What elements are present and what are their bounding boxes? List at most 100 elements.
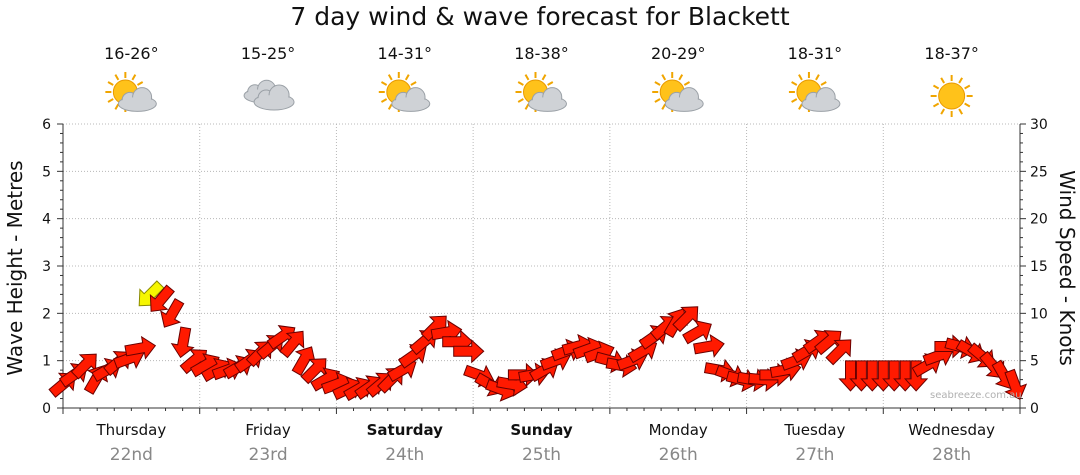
day-date: 26th [659, 445, 698, 465]
sun-ray [654, 98, 661, 103]
day-headers: 16-26° Thursday 22nd 15-25° Friday 23rd 14-31°… [95, 44, 995, 465]
right-tick-label: 30 [1030, 117, 1048, 133]
day-header: 18-37° Wednesday 28th [908, 44, 995, 465]
sun-ray [932, 84, 940, 90]
day-name: Saturday [367, 421, 444, 439]
sun-ray [114, 74, 120, 81]
sun-ray [798, 103, 803, 110]
sun-ray [654, 81, 661, 86]
sun-ray [517, 81, 524, 86]
day-name: Monday [649, 421, 708, 439]
sun-ray [791, 98, 798, 103]
day-header: 20-29° Monday 26th [649, 44, 708, 465]
partly-cloudy-icon [652, 72, 704, 112]
day-temperature: 18-31° [788, 44, 843, 63]
sun-ray [964, 102, 971, 108]
left-tick-label: 2 [42, 306, 51, 322]
wind-arrow [170, 326, 195, 359]
day-name: Friday [245, 421, 291, 439]
left-axis-ticks: 0 1 2 3 4 5 6 [42, 117, 63, 417]
wind-arrow [453, 339, 485, 364]
sun-ray [798, 74, 803, 81]
right-axis-ticks: 0 5 10 15 20 25 30 [1020, 117, 1048, 417]
sun-ray [678, 74, 684, 81]
sun-ray [114, 103, 120, 110]
day-date: 28th [932, 445, 971, 465]
left-tick-label: 3 [42, 259, 51, 275]
sun-ray [517, 98, 524, 103]
sun-ray [380, 81, 388, 86]
left-tick-label: 0 [42, 401, 51, 417]
day-header: 18-38° Sunday 25th [510, 44, 573, 465]
day-temperature: 14-31° [378, 44, 433, 63]
right-tick-label: 0 [1030, 401, 1039, 417]
day-date: 25th [522, 445, 561, 465]
wind-arrow [160, 297, 185, 328]
right-tick-label: 20 [1030, 212, 1048, 228]
sun-ray [107, 98, 114, 103]
cloud-part [255, 95, 294, 109]
day-header: 15-25° Friday 23rd [241, 44, 296, 465]
wind-arrow [693, 333, 725, 358]
day-header: 14-31° Saturday 24th [367, 44, 444, 465]
sun-ray [661, 103, 667, 110]
partly-cloudy-icon [378, 72, 431, 112]
day-name: Wednesday [908, 421, 995, 439]
left-axis-label: Wave Height - Metres [3, 160, 27, 375]
day-temperature: 20-29° [651, 44, 706, 63]
sunny-icon [930, 75, 973, 117]
left-tick-label: 5 [42, 164, 51, 180]
cloud-part [529, 97, 566, 111]
day-date: 23rd [249, 445, 288, 465]
wind-arrow [291, 346, 316, 377]
sun-ray [661, 74, 667, 81]
wind-arrows [48, 280, 1028, 402]
sun-ray [524, 103, 530, 110]
wind-arrow [149, 284, 175, 312]
left-tick-label: 4 [42, 212, 51, 228]
partly-cloudy-icon [515, 72, 567, 112]
watermark: seabreeze.com.au [930, 390, 1022, 401]
day-name: Sunday [510, 421, 573, 439]
sun-ray [940, 77, 946, 84]
wind-arrow [672, 306, 699, 333]
right-tick-label: 25 [1030, 164, 1048, 180]
sun-ray [136, 81, 144, 86]
wind-arrow [903, 360, 929, 392]
wind-arrow [420, 315, 447, 342]
sun-ray [964, 84, 971, 90]
cloud-part [666, 97, 703, 111]
day-date: 22nd [110, 445, 153, 465]
right-tick-label: 15 [1030, 259, 1048, 275]
right-axis-label: Wind Speed - Knots [1055, 170, 1079, 366]
day-header: 16-26° Thursday 22nd [95, 44, 166, 465]
sun-ray [524, 74, 530, 81]
wind-arrow [70, 353, 97, 380]
sun-ray [380, 98, 388, 103]
wind-arrow [124, 335, 157, 360]
partly-cloudy-icon [105, 72, 157, 112]
sun-ray [958, 77, 964, 84]
cloud-part [119, 97, 156, 111]
right-tick-label: 10 [1030, 306, 1048, 322]
wind-arrow [300, 358, 327, 385]
sun-ray [932, 102, 940, 108]
day-temperature: 18-38° [514, 44, 569, 63]
sun-ray [107, 81, 114, 86]
sun-ray [815, 74, 820, 81]
sun-ray [958, 108, 964, 115]
day-header: 18-31° Tuesday 27th [783, 44, 845, 465]
wind-arrow [1004, 368, 1028, 401]
day-temperature: 15-25° [241, 44, 296, 63]
day-name: Tuesday [783, 421, 845, 439]
day-date: 24th [385, 445, 424, 465]
sun-ray [791, 81, 798, 86]
sun-ray [404, 74, 410, 81]
partly-cloudy-icon [788, 72, 841, 112]
day-temperature: 18-37° [924, 44, 979, 63]
sun-ray [683, 81, 691, 86]
left-tick-label: 6 [42, 117, 51, 133]
wind-arrow [813, 330, 842, 356]
chart-title: 7 day wind & wave forecast for Blackett [290, 2, 790, 31]
